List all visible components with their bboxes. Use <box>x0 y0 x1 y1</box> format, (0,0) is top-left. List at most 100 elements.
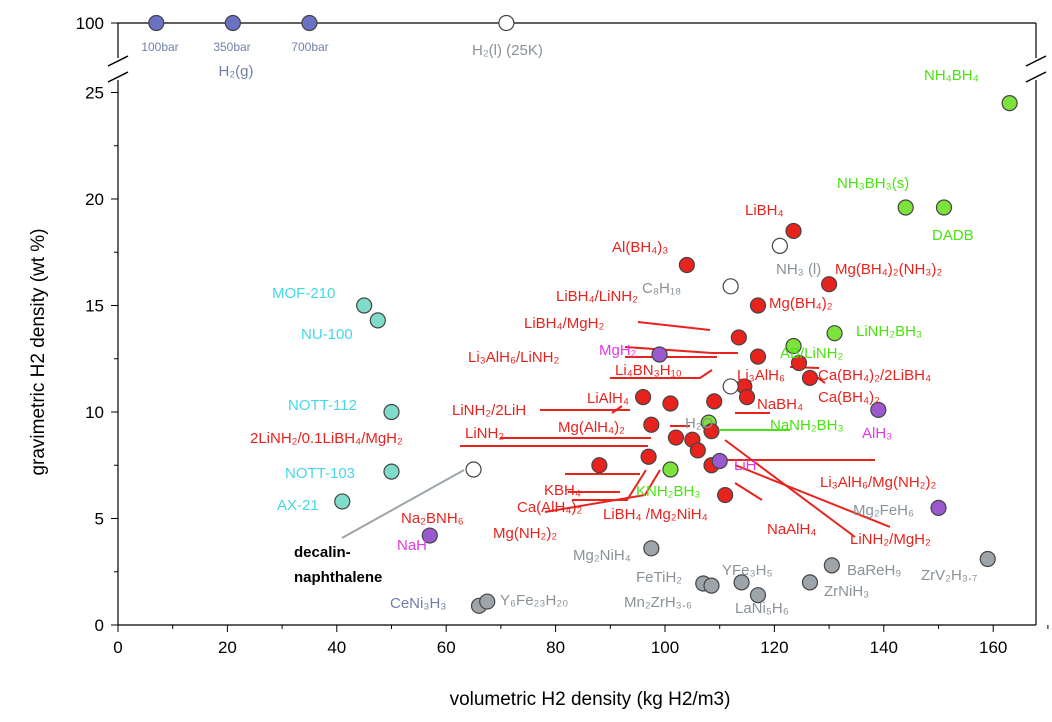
data-point <box>870 401 887 418</box>
y-tick-label: 20 <box>85 190 104 209</box>
x-tick-label: 100 <box>651 638 679 657</box>
data-point <box>148 14 165 32</box>
point-label: LiH <box>734 457 757 474</box>
point-label: YFe₃H₅ <box>722 562 773 579</box>
point-label: Mg(NH₂)₂ <box>493 525 557 542</box>
point-label: Li₃AlH₆/Mg(NH₂)₂ <box>820 474 936 491</box>
data-point <box>930 499 947 516</box>
point-label: NH₃BH₃(s) <box>837 175 909 192</box>
y-tick-label: 100 <box>76 14 104 33</box>
data-point <box>722 278 739 295</box>
data-point <box>749 297 767 314</box>
data-point <box>703 577 720 594</box>
data-point <box>823 557 840 574</box>
point-label: Ca(BH₄)₂ <box>818 389 880 406</box>
data-point <box>897 199 914 216</box>
point-label: AX-21 <box>277 497 319 514</box>
data-point <box>738 388 756 406</box>
data-point <box>640 448 657 465</box>
data-point <box>498 14 515 32</box>
point-label: C₈H₁₈ <box>642 280 681 297</box>
y-tick-label: 5 <box>95 510 104 529</box>
point-label: AB/LiNH₂ <box>780 345 844 362</box>
point-label: NOTT-103 <box>285 465 355 482</box>
x-tick-label: 0 <box>113 638 122 657</box>
point-label: Y₆Fe₂₃H₂₀ <box>500 592 568 609</box>
data-point <box>717 486 734 504</box>
axis-break-left <box>107 55 129 83</box>
data-point <box>979 550 996 568</box>
x-tick-label: 60 <box>437 638 456 657</box>
leader-line <box>724 439 856 538</box>
leader-line <box>637 321 711 331</box>
point-label: LiNH₂BH₃ <box>856 323 922 340</box>
data-point <box>749 587 767 604</box>
point-label: LiBH₄/LiNH₂ <box>556 288 638 305</box>
point-label: LiAlH₄ <box>587 390 629 407</box>
y-tick-label: 25 <box>85 84 104 103</box>
point-label: Ca(AlH₄)₂ <box>517 499 582 516</box>
point-label: 700bar <box>291 40 328 54</box>
data-point <box>643 540 660 557</box>
point-label: H₂(g) <box>219 63 254 80</box>
data-point <box>465 461 482 478</box>
y-tick-label: 15 <box>85 297 104 316</box>
point-label: Li₃AlH₆ <box>737 367 785 384</box>
point-label: Li₃AlH₆/LiNH₂ <box>468 349 560 366</box>
leader-line <box>341 469 465 539</box>
point-label: MgH₂ <box>599 342 637 359</box>
data-point <box>591 457 608 474</box>
point-label: Mg(BH₄)₂(NH₃)₂ <box>835 261 942 278</box>
leader-line <box>624 346 738 354</box>
data-point <box>662 461 679 478</box>
point-label: KNH₂BH₃ <box>636 483 700 500</box>
data-point <box>689 442 706 459</box>
point-label: LiBH₄/MgH₂ <box>524 315 604 332</box>
x-tick-label: 140 <box>870 638 898 657</box>
data-point <box>678 256 695 274</box>
data-point <box>730 329 747 346</box>
data-point <box>224 14 241 32</box>
data-point <box>383 403 400 421</box>
x-tick-label: 80 <box>546 638 565 657</box>
y-tick-label: 0 <box>95 616 104 635</box>
data-point <box>820 276 838 293</box>
leader-line <box>734 464 891 528</box>
point-label: NH₃ (l) <box>776 261 821 278</box>
data-point <box>749 348 767 365</box>
point-label: 350bar <box>213 40 250 54</box>
point-label: BaReH₉ <box>847 562 901 579</box>
point-label: Ca(BH₄)₂/2LiBH₄ <box>818 367 931 384</box>
point-label: decalin- <box>294 544 351 561</box>
point-label: NaH <box>397 537 427 554</box>
leader-line <box>734 482 763 501</box>
data-point <box>785 222 802 240</box>
data-point <box>935 199 953 216</box>
point-label: Mg(BH₄)₂ <box>769 295 833 312</box>
point-label: LiBH₄ <box>745 202 784 219</box>
data-point <box>703 423 720 440</box>
data-point <box>785 337 802 355</box>
point-label: CeNi₃H₃ <box>390 595 446 612</box>
data-point <box>771 237 788 254</box>
point-label: Mg(AlH₄)₂ <box>558 419 625 436</box>
data-point <box>479 593 496 610</box>
data-point <box>667 429 685 446</box>
axis-break-right <box>1025 55 1047 83</box>
x-tick-label: 40 <box>327 638 346 657</box>
data-point <box>826 325 843 342</box>
leader-line <box>544 469 661 513</box>
data-point <box>801 574 819 591</box>
point-label: NU-100 <box>301 326 353 343</box>
data-point <box>651 346 668 363</box>
point-label: NaAlH₄ <box>767 521 816 538</box>
data-point <box>662 395 679 412</box>
point-label: Mn₂ZrH₃.₆ <box>624 594 692 611</box>
point-label: 2LiNH₂/0.1LiBH₄/MgH₂ <box>250 430 403 447</box>
data-point <box>635 388 652 406</box>
point-label: 100bar <box>141 40 178 54</box>
data-point <box>334 493 351 510</box>
point-label: naphthalene <box>294 569 382 586</box>
x-axis-title: volumetric H2 density (kg H2/m3) <box>450 689 731 710</box>
